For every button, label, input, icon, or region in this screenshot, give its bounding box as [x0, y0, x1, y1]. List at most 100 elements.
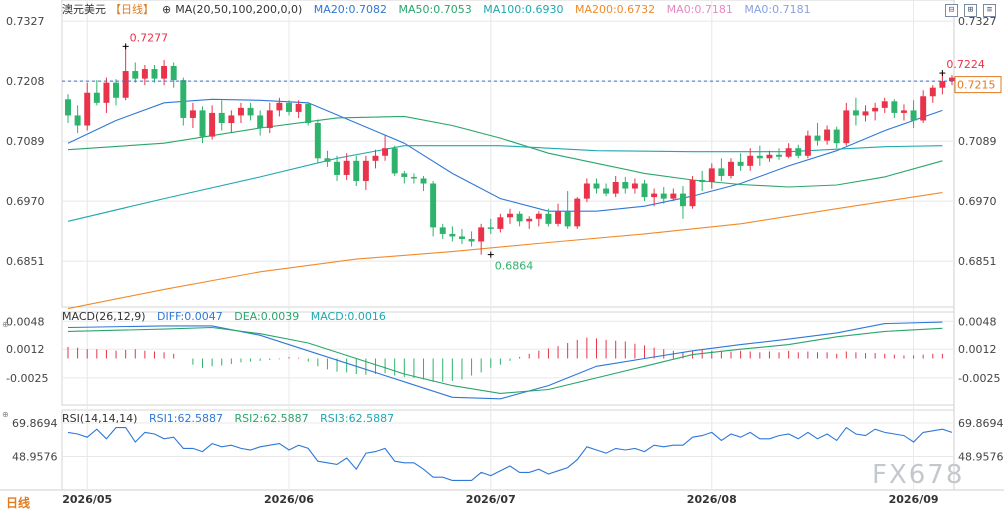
candle	[795, 144, 802, 159]
candle	[929, 85, 936, 103]
macd-tick-left: -0.0025	[6, 372, 48, 385]
rsi-title[interactable]: RSI(14,14,14)	[62, 412, 138, 425]
instrument-name[interactable]: 澳元美元	[62, 3, 106, 16]
candle	[420, 175, 427, 192]
date-tick-label: 2026/07	[466, 493, 516, 506]
candle-body	[564, 211, 571, 227]
candle-body	[651, 193, 658, 198]
candle-body	[881, 101, 888, 108]
candle-body	[199, 110, 206, 137]
price-tick-right: 0.7089	[958, 135, 997, 148]
candle	[535, 211, 542, 227]
candle	[862, 105, 869, 122]
candle-body	[824, 129, 831, 141]
price-tick-right: 0.7327	[958, 15, 997, 28]
window-controls: ⊟ ⊞ ≡	[945, 4, 996, 17]
candle-body	[343, 160, 350, 175]
candle-body	[218, 112, 225, 123]
candle	[180, 77, 187, 126]
candle	[670, 188, 677, 202]
candle-body	[516, 213, 523, 222]
ma-settings-icon[interactable]: ⊕	[162, 3, 172, 16]
macd-legend: MACD(26,12,9) DIFF:0.0047 DEA:0.0039 MAC…	[62, 310, 394, 324]
candle	[439, 223, 446, 239]
candle-body	[276, 102, 283, 111]
candle	[737, 153, 744, 171]
watermark: FX678	[872, 460, 965, 490]
candle-body	[487, 227, 494, 229]
candle-body	[391, 148, 398, 174]
main-legend: 澳元美元 【日线】 ⊕ MA(20,50,100,200,0,0) MA20:0.70…	[62, 3, 819, 17]
price-tick-left: 0.7208	[6, 75, 45, 88]
rsi-panel-marker: ⊕	[2, 410, 9, 419]
candle-body	[708, 168, 715, 182]
candle	[199, 106, 206, 144]
period-label[interactable]: 【日线】	[110, 3, 154, 16]
candle-body	[843, 110, 850, 144]
price-tick-left: 0.6851	[6, 255, 45, 268]
candle-body	[862, 111, 869, 116]
candle-body	[555, 211, 562, 224]
macd-panel	[67, 321, 943, 400]
candle	[872, 102, 879, 121]
candle	[814, 122, 821, 146]
candle-body	[747, 155, 754, 166]
candle-body	[189, 110, 196, 118]
candle-body	[468, 238, 475, 242]
candle	[920, 90, 927, 123]
candle-body	[228, 115, 235, 123]
collapse-icon[interactable]: ⊟	[945, 4, 958, 17]
candle	[449, 226, 456, 242]
candle-body	[113, 82, 120, 98]
candle	[93, 80, 100, 106]
candle	[218, 100, 225, 131]
candle-body	[689, 179, 696, 207]
candle-body	[679, 193, 686, 207]
candle	[689, 175, 696, 209]
candle-body	[593, 183, 600, 189]
candle	[65, 94, 71, 123]
candle	[487, 218, 494, 234]
candle-body	[93, 92, 100, 103]
settings-icon[interactable]: ≡	[983, 4, 996, 17]
candle	[353, 155, 360, 187]
candle	[314, 119, 321, 164]
candle	[382, 135, 389, 161]
candle-body	[420, 178, 427, 184]
candle	[362, 155, 369, 191]
candle	[410, 173, 417, 184]
candle	[583, 178, 590, 203]
candle-body	[574, 198, 581, 227]
candle	[843, 102, 850, 146]
macd-title[interactable]: MACD(26,12,9)	[62, 310, 146, 323]
candle-body	[266, 110, 273, 129]
candle	[276, 97, 283, 117]
candle	[728, 158, 734, 179]
candle	[103, 77, 110, 113]
rsi-legend: RSI(14,14,14) RSI1:62.5887 RSI2:62.5887 …	[62, 412, 402, 426]
candle	[603, 183, 610, 197]
candle-body	[305, 103, 312, 123]
expand-icon[interactable]: ⊞	[964, 4, 977, 17]
candle	[237, 102, 244, 123]
candle-body	[900, 110, 907, 113]
candle-body	[949, 77, 955, 82]
price-tick-left: 0.7327	[6, 15, 45, 28]
date-tick-label: 2026/05	[62, 493, 112, 506]
period-tag[interactable]: 日线	[6, 496, 31, 510]
price-tick-right: 0.6970	[958, 195, 997, 208]
candle-body	[670, 193, 677, 199]
candle	[84, 82, 91, 131]
candle-body	[401, 173, 408, 177]
candle-body	[891, 101, 898, 113]
candle	[401, 170, 408, 184]
macd-hist-value: MACD:0.0016	[310, 310, 386, 323]
candle	[458, 228, 465, 245]
candle	[718, 158, 725, 181]
candle-body	[334, 161, 341, 175]
candle-body	[795, 148, 802, 156]
ma-line-ma200	[67, 192, 943, 310]
macd-tick-right: 0.0048	[958, 315, 997, 328]
rsi-tick-left: 48.9576	[12, 450, 58, 463]
candle-body	[286, 102, 292, 112]
